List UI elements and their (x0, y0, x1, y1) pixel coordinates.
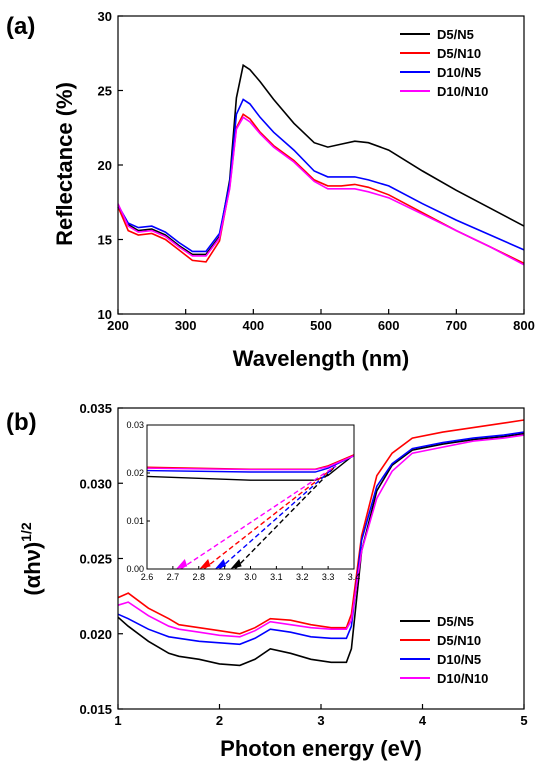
inset-y-tick-label-3: 0.03 (126, 420, 144, 430)
inset-x-tick-label-5: 3.1 (270, 572, 283, 582)
inset-x-tick-label-1: 2.7 (167, 572, 180, 582)
chart-a-y-axis-title: Reflectance (%) (52, 82, 77, 246)
chart-b-legend-label-0: D5/N5 (437, 614, 474, 629)
chart-b-y-tick-label-2: 0.025 (79, 552, 112, 567)
chart-b-y-tick-label-0: 0.015 (79, 702, 112, 717)
chart-a-y-tick-label-2: 20 (98, 158, 112, 173)
chart-a-series-0 (117, 63, 525, 256)
inset-x-tick-label-6: 3.2 (296, 572, 309, 582)
chart-a-plot: 200 300 400 500 600 700 800 10 15 20 25 30 D5/N5 D5/N… (98, 9, 535, 333)
chart-b-x-tick-label-0: 1 (114, 713, 121, 728)
inset-background (147, 425, 354, 569)
chart-a-y-tick-label-3: 25 (98, 84, 112, 99)
chart-a-x-tick-label-1: 300 (175, 318, 197, 333)
inset-series-3 (146, 455, 355, 471)
inset-y-tick-label-0: 0.00 (126, 564, 144, 574)
inset-x-tick-label-8: 3.4 (348, 572, 361, 582)
chart-b-legend-label-2: D10/N5 (437, 652, 481, 667)
inset-x-tick-label-2: 2.8 (192, 572, 205, 582)
inset-x-tick-label-4: 3.0 (244, 572, 257, 582)
panel-b-label: (b) (6, 409, 37, 436)
chart-b-x-tick-label-4: 5 (520, 713, 527, 728)
chart-a-x-tick-label-5: 700 (445, 318, 467, 333)
chart-b-y-tick-label-4: 0.035 (79, 401, 112, 416)
chart-b-y-tick-label-3: 0.030 (79, 476, 112, 491)
chart-a-x-tick-label-0: 200 (107, 318, 129, 333)
chart-b-x-tick-label-2: 3 (317, 713, 324, 728)
chart-a-legend-label-3: D10/N10 (437, 84, 488, 99)
inset-arrow-3 (176, 559, 188, 569)
chart-b-y-axis-title-sup: 1/2 (18, 522, 34, 542)
chart-b-y-axis-title-main: (αhν) (20, 542, 45, 596)
inset-tangent-0 (234, 465, 337, 570)
chart-a-y-tick-label-1: 15 (98, 233, 112, 248)
chart-a-x-tick-label-4: 600 (378, 318, 400, 333)
chart-a-y-tick-label-0: 10 (98, 307, 112, 322)
inset-arrow-2 (215, 559, 227, 569)
chart-b-legend-label-3: D10/N10 (437, 671, 488, 686)
inset-x-tick-label-3: 2.9 (218, 572, 231, 582)
inset-x-tick-label-7: 3.3 (322, 572, 335, 582)
chart-b-x-tick-label-1: 2 (216, 713, 223, 728)
inset-arrow-1 (199, 559, 211, 569)
inset-series-2 (146, 455, 355, 473)
inset-y-tick-label-2: 0.02 (126, 468, 144, 478)
chart-a-x-tick-label-2: 400 (242, 318, 264, 333)
chart-a-x-tick-label-3: 500 (310, 318, 332, 333)
chart-a-x-tick-label-6: 800 (513, 318, 535, 333)
chart-a-legend-label-2: D10/N5 (437, 65, 481, 80)
chart-a-y-tick-label-4: 30 (98, 9, 112, 24)
chart-b-y-tick-label-1: 0.020 (79, 627, 112, 642)
chart-a-series-2 (117, 98, 525, 253)
chart-a-series-1 (117, 113, 525, 265)
chart-b-legend-label-1: D5/N10 (437, 633, 481, 648)
inset-tangent-1 (203, 465, 337, 570)
chart-b-series-2 (117, 431, 525, 646)
chart-b-x-tick-label-3: 4 (419, 713, 427, 728)
chart-b-x-axis-title: Photon energy (eV) (220, 736, 422, 761)
chart-b-series-1 (117, 419, 525, 635)
chart-a-legend-label-0: D5/N5 (437, 27, 474, 42)
chart-b-plot: 1 2 3 4 5 0.015 0.020 0.025 0.030 0.035 D5/N5 D5/N1… (79, 401, 527, 728)
inset-x-tick-label-0: 2.6 (141, 572, 154, 582)
chart-b-series-0 (117, 432, 525, 667)
chart-a-legend-label-1: D5/N10 (437, 46, 481, 61)
chart-b-series-3 (117, 434, 525, 638)
inset-tangent-3 (180, 465, 337, 570)
chart-a-x-axis-title: Wavelength (nm) (233, 346, 409, 371)
inset-tangent-2 (218, 465, 337, 570)
inset-arrow-0 (230, 559, 242, 569)
panel-a-label: (a) (6, 13, 35, 40)
inset-y-tick-label-1: 0.01 (126, 516, 144, 526)
chart-b-y-axis-title: (αhν)1/2 (18, 522, 45, 596)
chart-a-series-3 (117, 116, 525, 266)
